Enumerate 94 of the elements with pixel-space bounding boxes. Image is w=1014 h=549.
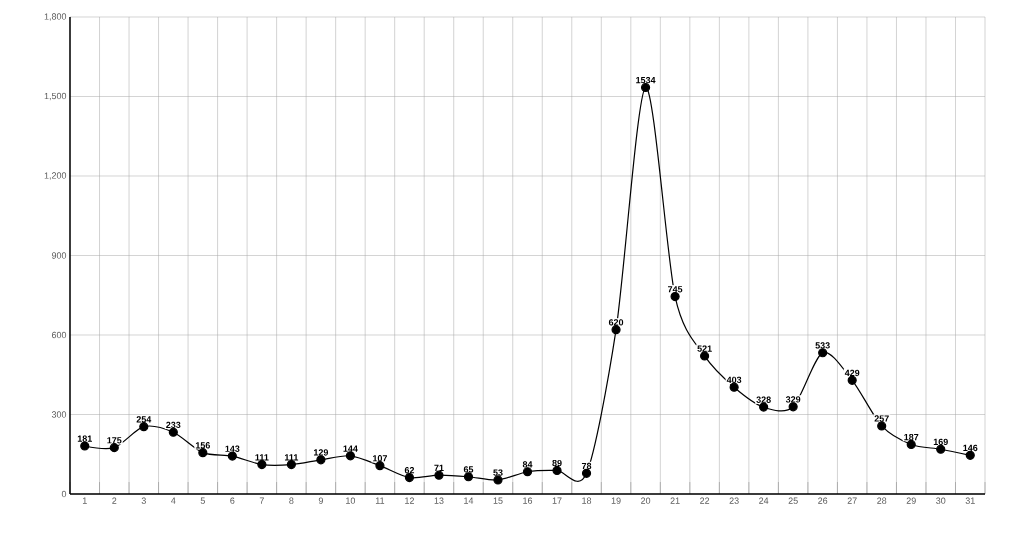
point [80, 441, 90, 451]
x-tick-label: 14 [464, 497, 474, 504]
x-tick-label: 18 [582, 497, 592, 504]
data-label: 129 [313, 449, 329, 456]
point [463, 472, 474, 482]
y-tick-label: 1,500 [44, 92, 67, 101]
point [198, 448, 208, 458]
data-label: 620 [608, 319, 624, 326]
data-label: 65 [463, 466, 474, 473]
data-label: 89 [552, 459, 562, 467]
y-tick-label: 300 [51, 411, 67, 418]
data-label: 53 [493, 469, 503, 476]
data-label: 169 [933, 438, 948, 446]
data-label: 429 [844, 369, 860, 377]
data-label: 111 [255, 454, 269, 461]
x-tick-label: 30 [936, 497, 946, 504]
x-tick-label: 11 [375, 497, 385, 504]
x-tick-label: 10 [346, 497, 356, 504]
x-tick-label: 15 [493, 497, 503, 504]
x-tick-label: 1 [82, 497, 87, 504]
x-tick-label: 5 [200, 497, 205, 504]
data-label: 143 [225, 445, 240, 452]
point [818, 348, 828, 358]
point [257, 460, 267, 470]
data-label: 233 [166, 421, 181, 429]
point [434, 470, 444, 480]
data-label: 84 [522, 461, 533, 468]
point [375, 461, 385, 471]
data-label: 111 [284, 454, 299, 461]
data-label: 156 [195, 442, 210, 449]
point [109, 443, 119, 453]
x-tick-label: 3 [141, 497, 146, 504]
x-tick-label: 31 [965, 497, 975, 504]
x-tick-label: 26 [818, 497, 828, 504]
point [316, 455, 326, 465]
point [493, 475, 503, 485]
x-tick-label: 17 [552, 497, 562, 504]
data-label: 181 [77, 435, 92, 442]
point [168, 427, 178, 437]
data-label: 257 [874, 415, 889, 422]
x-tick-label: 9 [318, 497, 323, 504]
x-tick-label: 6 [230, 497, 235, 504]
x-tick-label: 21 [670, 497, 680, 504]
data-label: 187 [904, 433, 919, 441]
data-label: 1534 [636, 76, 656, 84]
data-label: 175 [107, 437, 122, 444]
point [286, 460, 296, 470]
x-tick-label: 13 [434, 497, 444, 504]
data-label: 78 [581, 462, 592, 470]
x-tick-label: 7 [259, 497, 264, 504]
point [581, 468, 592, 478]
point [700, 351, 710, 361]
point [877, 421, 887, 431]
x-tick-label: 28 [877, 497, 887, 504]
x-tick-label: 22 [700, 497, 710, 504]
data-label: 745 [668, 286, 683, 293]
x-tick-label: 12 [405, 497, 414, 504]
x-tick-label: 16 [523, 497, 533, 504]
point [345, 451, 355, 461]
data-label: 403 [726, 376, 742, 384]
data-label: 533 [815, 342, 830, 349]
point [139, 422, 149, 432]
point [936, 444, 946, 454]
point [788, 402, 798, 412]
data-label: 521 [697, 345, 712, 352]
data-label: 144 [343, 445, 358, 452]
x-tick-label: 20 [641, 497, 651, 504]
point [522, 467, 533, 477]
data-label: 146 [963, 444, 978, 452]
x-tick-label: 25 [788, 497, 798, 504]
x-tick-label: 4 [171, 497, 176, 504]
point [759, 402, 769, 412]
x-tick-label: 23 [729, 497, 739, 504]
data-label: 328 [756, 396, 771, 403]
y-tick-label: 600 [51, 331, 67, 339]
x-tick-label: 24 [759, 497, 769, 504]
data-label: 254 [136, 416, 152, 423]
x-tick-label: 29 [906, 497, 916, 504]
data-label: 329 [785, 396, 801, 403]
y-tick-label: 1,200 [44, 172, 67, 180]
point [847, 375, 857, 385]
point [729, 382, 739, 392]
y-tick-label: 900 [51, 252, 67, 259]
y-tick-label: 1,800 [44, 13, 67, 21]
x-tick-label: 2 [112, 497, 117, 504]
point [227, 451, 237, 461]
x-tick-label: 19 [611, 497, 621, 504]
data-label: 62 [404, 467, 415, 474]
point [611, 325, 621, 335]
y-tick-label: 0 [61, 490, 67, 498]
data-label: 71 [434, 464, 444, 471]
x-tick-label: 8 [289, 497, 294, 504]
data-label: 107 [373, 455, 388, 462]
x-tick-label: 27 [847, 497, 857, 504]
